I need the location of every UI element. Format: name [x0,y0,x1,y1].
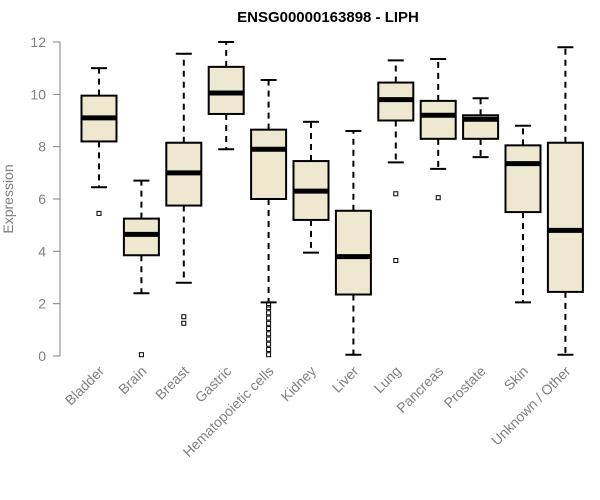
outlier-point [266,352,272,358]
iqr-box [546,141,584,293]
outlier-point [266,341,272,347]
x-tick-label: Prostate [441,363,489,411]
outlier-point [266,310,272,316]
box-breast [165,52,203,326]
box-brain [122,179,160,358]
chart-title: ENSG00000163898 - LIPH [237,9,419,26]
outlier-point [266,346,272,352]
x-tick-label: Liver [329,363,362,396]
outlier-point [393,257,399,263]
outlier-point [96,210,102,216]
x-tick-label: Unknown / Other [488,363,574,449]
outlier-point [181,314,187,320]
x-tick-label: Kidney [278,363,320,405]
y-tick-label: 10 [30,86,46,102]
outlier-point [181,320,187,326]
iqr-box [207,65,245,115]
box-lung [377,59,415,263]
outlier-point [266,336,272,342]
y-tick-label: 2 [38,296,46,312]
outlier-point [266,305,272,311]
outlier-point [266,326,272,332]
outlier-point [266,320,272,326]
outlier-point [393,191,399,197]
iqr-box [334,209,372,296]
y-tick-label: 12 [30,34,46,50]
box-skin [504,124,542,304]
outlier-point [266,331,272,337]
y-tick-label: 8 [38,139,46,155]
box-hematopoietic-cells [250,78,288,358]
box-bladder [80,67,118,216]
outlier-point [266,315,272,321]
x-tick-label: Bladder [62,363,108,409]
box-kidney [292,120,330,254]
iqr-box [419,99,457,140]
boxes [80,41,584,358]
y-tick-label: 6 [38,191,46,207]
x-tick-label: Lung [371,363,404,396]
outlier-point [266,302,272,308]
box-pancreas [419,58,457,201]
x-tick-label: Brain [115,363,149,397]
y-ticks: 0 2 4 6 8 10 12 [30,34,60,364]
y-axis-label: Expression [0,164,16,233]
iqr-box [504,144,542,214]
box-prostate [462,97,500,159]
x-tick-label: Skin [501,363,532,394]
y-tick-label: 4 [38,243,46,259]
x-tick-label: Pancreas [393,363,446,416]
iqr-box [122,217,160,257]
iqr-box [250,128,288,201]
x-tick-label: Breast [152,363,192,403]
y-tick-label: 0 [38,348,46,364]
outlier-point [435,195,441,201]
box-gastric [207,41,245,151]
box-unknown-other [546,46,584,356]
outlier-point [138,352,144,358]
box-liver [334,129,372,356]
